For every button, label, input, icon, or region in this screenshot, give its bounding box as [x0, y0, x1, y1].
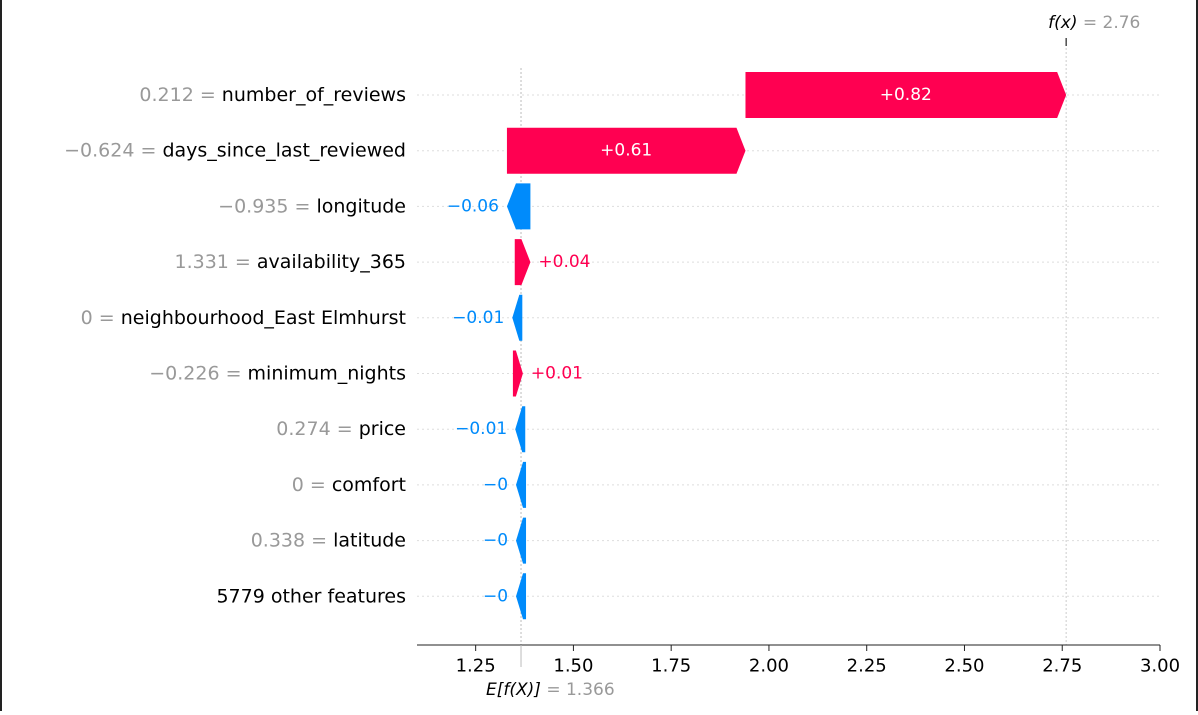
contribution-bar [516, 517, 527, 564]
feature-label: 0.338 = latitude [251, 530, 406, 552]
contribution-bar [745, 72, 1067, 118]
feature-label: 0 = neighbourhood_East Elmhurst [81, 307, 406, 329]
contribution-label: −0 [483, 586, 508, 606]
contribution-label: −0.06 [447, 196, 499, 216]
feature-value: 0 = [81, 307, 121, 329]
contribution-label: −0 [483, 475, 508, 495]
contribution-label: +0.01 [531, 364, 583, 384]
feature-value: 0 = [292, 474, 332, 496]
contribution-bar [506, 127, 746, 174]
feature-name: minimum_nights [248, 363, 406, 385]
feature-label: −0.624 = days_since_last_reviewed [64, 140, 406, 162]
output-value-label: f(x) = 2.76 [1048, 13, 1140, 33]
contribution-label: +0.61 [600, 141, 652, 161]
feature-value: 1.331 = [175, 251, 257, 273]
contribution-label: +0.04 [538, 252, 590, 272]
contribution-label: +0.82 [880, 85, 932, 105]
x-tick-label: 2.75 [1042, 656, 1082, 677]
x-tick-label: 3.00 [1140, 656, 1180, 677]
feature-name: 5779 other features [216, 585, 406, 607]
feature-label: −0.226 = minimum_nights [149, 363, 406, 385]
contribution-label: −0.01 [455, 419, 507, 439]
contribution-label: −0 [483, 531, 508, 551]
contribution-bar [514, 239, 531, 286]
feature-name: number_of_reviews [222, 84, 406, 106]
feature-label: 5779 other features [216, 585, 406, 607]
x-tick-label: 2.25 [847, 656, 887, 677]
x-tick-label: 1.50 [553, 656, 593, 677]
feature-value: 0.274 = [276, 418, 358, 440]
contribution-bar [516, 573, 527, 620]
contribution-label: −0.01 [452, 308, 504, 328]
feature-value: −0.935 = [218, 195, 316, 217]
contribution-bar [512, 294, 523, 341]
contribution-bar [512, 350, 523, 397]
x-tick-label: 2.50 [944, 656, 984, 677]
contribution-bar [506, 183, 531, 230]
feature-name: neighbourhood_East Elmhurst [121, 307, 406, 329]
x-tick-label: 2.00 [749, 656, 789, 677]
feature-value: −0.226 = [149, 363, 247, 385]
feature-name: availability_365 [257, 251, 406, 273]
feature-name: comfort [332, 474, 406, 496]
x-tick-label: 1.75 [651, 656, 691, 677]
x-tick-label: 1.25 [456, 656, 496, 677]
feature-label: 0 = comfort [292, 474, 406, 496]
feature-label: 1.331 = availability_365 [175, 251, 407, 273]
feature-label: 0.274 = price [276, 418, 406, 440]
contribution-bar [516, 461, 527, 508]
feature-name: price [359, 418, 406, 440]
feature-value: −0.624 = [64, 140, 162, 162]
feature-label: 0.212 = number_of_reviews [139, 84, 406, 106]
expected-value-label: E[f(X)] = 1.366 [486, 680, 615, 700]
feature-name: days_since_last_reviewed [162, 140, 406, 162]
feature-name: longitude [316, 195, 406, 217]
feature-value: 0.338 = [251, 530, 333, 552]
feature-label: −0.935 = longitude [218, 195, 406, 217]
contribution-bar [515, 406, 526, 453]
feature-value: 0.212 = [139, 84, 221, 106]
feature-name: latitude [333, 530, 406, 552]
